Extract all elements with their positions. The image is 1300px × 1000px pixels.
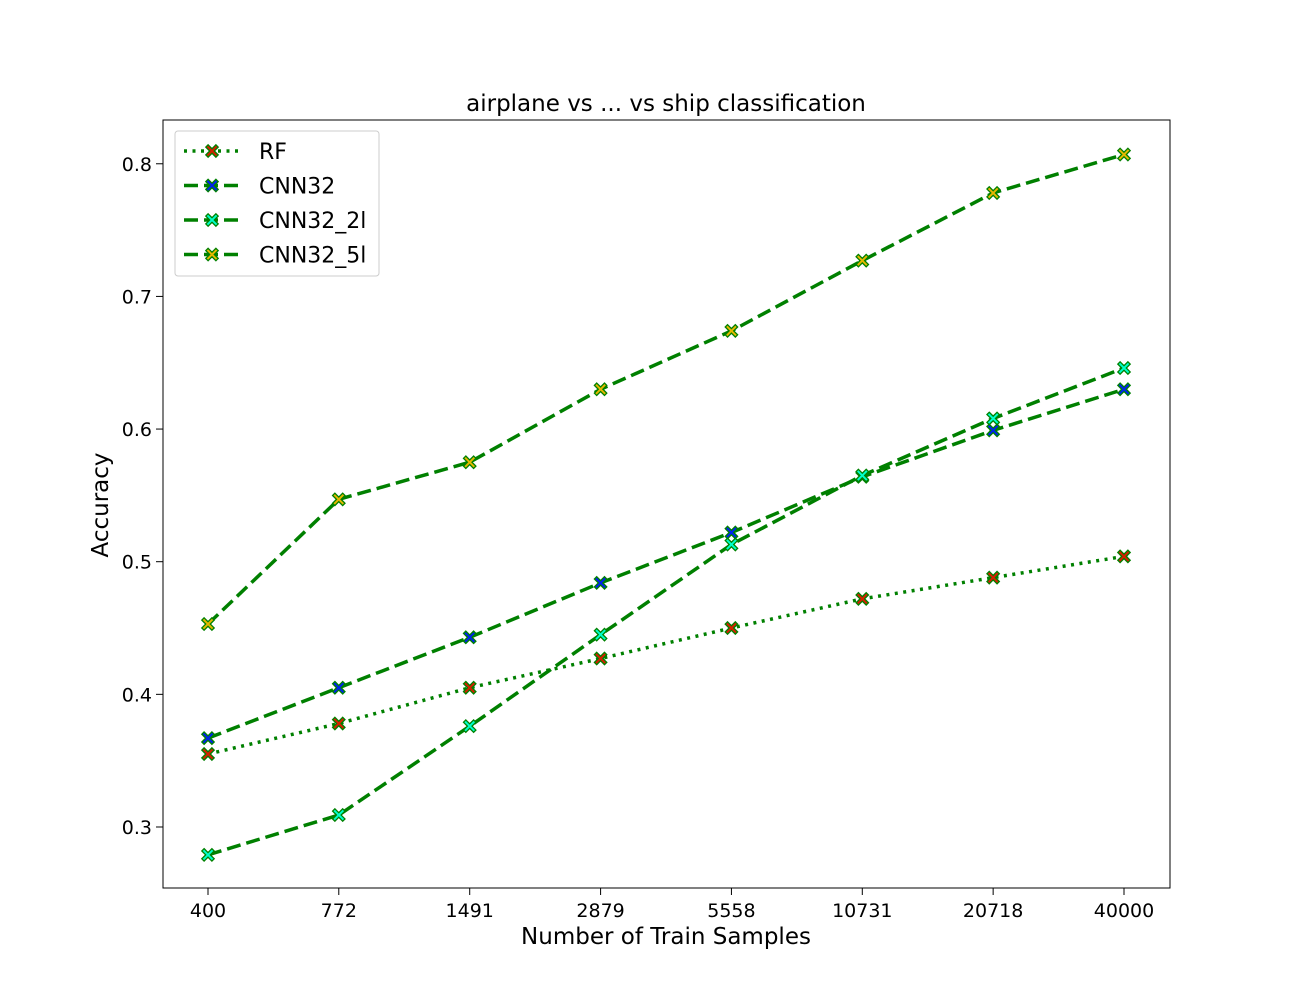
- data-point: [462, 630, 477, 645]
- data-point: [724, 323, 739, 339]
- x-tick-label: 5558: [707, 900, 755, 922]
- series-line: [207, 366, 1125, 857]
- data-point: [331, 716, 346, 731]
- data-point: [593, 627, 608, 642]
- legend-label: RF: [259, 140, 287, 165]
- legend-box: [174, 130, 380, 277]
- data-point: [855, 253, 870, 268]
- legend-marker: [204, 143, 220, 159]
- legend-label: CNN32: [259, 175, 335, 200]
- x-tick-label: 2879: [576, 900, 624, 922]
- data-point: [462, 455, 477, 470]
- data-point: [331, 680, 346, 695]
- legend-marker: [204, 178, 220, 193]
- data-point: [724, 537, 739, 552]
- axes: 400 772 1491 2879 5558 10731 20718 40000 0.3 0.4 0…: [122, 154, 1154, 922]
- data-point: [331, 492, 346, 507]
- legend-marker: [204, 247, 220, 262]
- data-point: [855, 591, 870, 606]
- data-point: [855, 468, 870, 483]
- data-point: [986, 570, 1001, 585]
- legend-marker: [204, 212, 220, 228]
- data-point: [593, 651, 608, 666]
- x-tick-label: 400: [190, 900, 226, 922]
- legend-label: CNN32_5l: [259, 244, 366, 269]
- x-tick-label: 772: [321, 900, 357, 922]
- x-tick-label: 40000: [1094, 900, 1154, 922]
- data-point: [593, 382, 608, 397]
- y-tick-label: 0.4: [122, 684, 152, 706]
- data-point: [1116, 382, 1132, 397]
- y-tick-label: 0.8: [122, 154, 152, 176]
- data-point: [200, 730, 216, 746]
- data-point: [1116, 147, 1132, 162]
- x-tick-label: 10731: [832, 900, 892, 922]
- series-line: [206, 152, 1125, 626]
- y-tick-label: 0.6: [122, 419, 152, 441]
- data-point: [462, 680, 477, 695]
- axes-frame: [162, 119, 1171, 889]
- data-point: [462, 719, 477, 734]
- y-tick-label: 0.7: [122, 286, 152, 308]
- data-point: [200, 616, 216, 632]
- y-tick-label: 0.5: [122, 552, 152, 574]
- data-point: [1116, 549, 1132, 564]
- data-point: [986, 411, 1001, 426]
- chart-title: airplane vs ... vs ship classification: [466, 91, 866, 117]
- data-point: [1116, 360, 1132, 376]
- data-point: [331, 807, 346, 823]
- y-tick-label: 0.3: [122, 817, 152, 839]
- plot-area: [200, 147, 1132, 862]
- data-point: [200, 847, 216, 862]
- x-tick-label: 1491: [446, 900, 494, 922]
- series-line: [207, 554, 1125, 756]
- legend-label: CNN32_2l: [259, 209, 366, 234]
- series-line: [207, 387, 1125, 740]
- data-point: [986, 185, 1001, 201]
- data-point: [200, 746, 216, 762]
- x-axis-label: Number of Train Samples: [521, 924, 811, 950]
- data-point: [724, 620, 739, 636]
- y-axis-label: Accuracy: [88, 452, 114, 557]
- x-tick-label: 20718: [963, 900, 1023, 922]
- legend: RF CNN32 CNN32_2l CNN32_5l: [174, 130, 380, 277]
- data-point: [593, 575, 608, 591]
